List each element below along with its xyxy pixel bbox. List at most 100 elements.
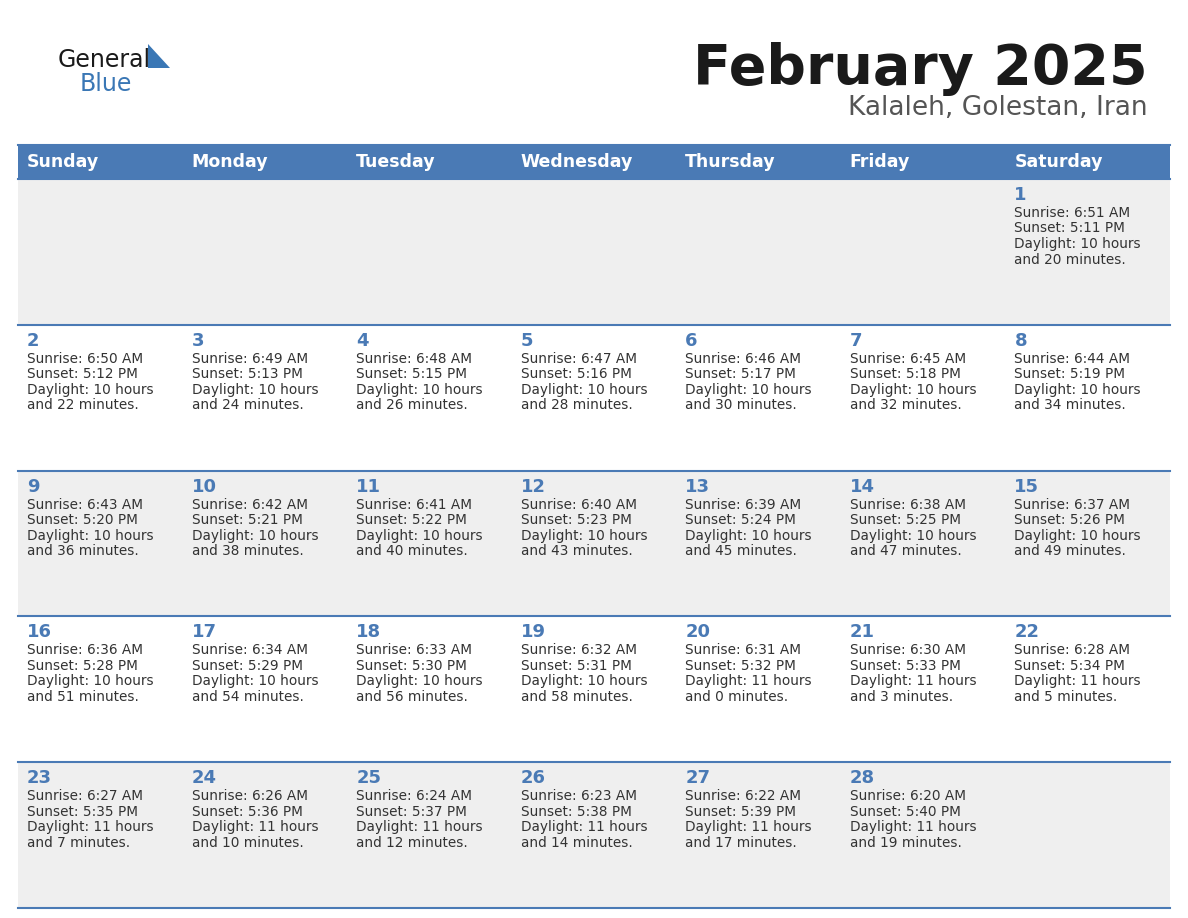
Text: and 10 minutes.: and 10 minutes.	[191, 835, 303, 850]
Text: Sunset: 5:15 PM: Sunset: 5:15 PM	[356, 367, 467, 381]
Text: 9: 9	[27, 477, 39, 496]
Text: Daylight: 10 hours: Daylight: 10 hours	[356, 675, 482, 688]
Text: Sunrise: 6:22 AM: Sunrise: 6:22 AM	[685, 789, 801, 803]
Text: Daylight: 11 hours: Daylight: 11 hours	[849, 675, 977, 688]
Text: Daylight: 11 hours: Daylight: 11 hours	[27, 820, 153, 834]
Text: Sunrise: 6:45 AM: Sunrise: 6:45 AM	[849, 352, 966, 365]
Text: Sunset: 5:35 PM: Sunset: 5:35 PM	[27, 805, 138, 819]
Text: Sunrise: 6:43 AM: Sunrise: 6:43 AM	[27, 498, 143, 511]
Bar	[841, 145, 1005, 179]
Text: 7: 7	[849, 331, 862, 350]
Text: 20: 20	[685, 623, 710, 642]
Text: 27: 27	[685, 769, 710, 788]
Text: 24: 24	[191, 769, 216, 788]
Text: and 40 minutes.: and 40 minutes.	[356, 544, 468, 558]
Text: Sunset: 5:29 PM: Sunset: 5:29 PM	[191, 659, 303, 673]
Text: and 47 minutes.: and 47 minutes.	[849, 544, 961, 558]
Text: Daylight: 11 hours: Daylight: 11 hours	[191, 820, 318, 834]
Text: Daylight: 10 hours: Daylight: 10 hours	[685, 529, 811, 543]
Text: Sunset: 5:36 PM: Sunset: 5:36 PM	[191, 805, 303, 819]
Text: 13: 13	[685, 477, 710, 496]
Text: Daylight: 10 hours: Daylight: 10 hours	[191, 529, 318, 543]
Text: Daylight: 11 hours: Daylight: 11 hours	[1015, 675, 1140, 688]
Text: Sunrise: 6:48 AM: Sunrise: 6:48 AM	[356, 352, 472, 365]
Text: Daylight: 10 hours: Daylight: 10 hours	[356, 383, 482, 397]
Text: Sunrise: 6:20 AM: Sunrise: 6:20 AM	[849, 789, 966, 803]
Text: Saturday: Saturday	[1015, 153, 1102, 171]
Text: and 5 minutes.: and 5 minutes.	[1015, 690, 1118, 704]
Bar	[18, 325, 1170, 471]
Text: and 3 minutes.: and 3 minutes.	[849, 690, 953, 704]
Text: Daylight: 10 hours: Daylight: 10 hours	[1015, 529, 1140, 543]
Text: Sunrise: 6:47 AM: Sunrise: 6:47 AM	[520, 352, 637, 365]
Text: Sunrise: 6:40 AM: Sunrise: 6:40 AM	[520, 498, 637, 511]
Text: Sunrise: 6:36 AM: Sunrise: 6:36 AM	[27, 644, 143, 657]
Text: Sunrise: 6:50 AM: Sunrise: 6:50 AM	[27, 352, 143, 365]
Text: and 24 minutes.: and 24 minutes.	[191, 398, 303, 412]
Text: and 38 minutes.: and 38 minutes.	[191, 544, 303, 558]
Text: Daylight: 10 hours: Daylight: 10 hours	[1015, 383, 1140, 397]
Text: Sunset: 5:21 PM: Sunset: 5:21 PM	[191, 513, 303, 527]
Text: Sunrise: 6:34 AM: Sunrise: 6:34 AM	[191, 644, 308, 657]
Bar	[18, 616, 1170, 762]
Text: Sunrise: 6:51 AM: Sunrise: 6:51 AM	[1015, 206, 1131, 220]
Text: Daylight: 10 hours: Daylight: 10 hours	[520, 529, 647, 543]
Text: Kalaleh, Golestan, Iran: Kalaleh, Golestan, Iran	[848, 95, 1148, 121]
Text: Thursday: Thursday	[685, 153, 776, 171]
Text: Sunrise: 6:44 AM: Sunrise: 6:44 AM	[1015, 352, 1131, 365]
Text: Daylight: 10 hours: Daylight: 10 hours	[191, 383, 318, 397]
Text: and 14 minutes.: and 14 minutes.	[520, 835, 632, 850]
Text: Daylight: 10 hours: Daylight: 10 hours	[27, 529, 153, 543]
Text: Sunrise: 6:23 AM: Sunrise: 6:23 AM	[520, 789, 637, 803]
Text: Sunrise: 6:42 AM: Sunrise: 6:42 AM	[191, 498, 308, 511]
Text: Sunrise: 6:28 AM: Sunrise: 6:28 AM	[1015, 644, 1131, 657]
Text: 2: 2	[27, 331, 39, 350]
Text: and 17 minutes.: and 17 minutes.	[685, 835, 797, 850]
Text: Sunrise: 6:41 AM: Sunrise: 6:41 AM	[356, 498, 472, 511]
Text: Sunday: Sunday	[27, 153, 100, 171]
Text: 17: 17	[191, 623, 216, 642]
Text: Tuesday: Tuesday	[356, 153, 436, 171]
Text: Daylight: 11 hours: Daylight: 11 hours	[685, 675, 811, 688]
Text: and 26 minutes.: and 26 minutes.	[356, 398, 468, 412]
Text: 21: 21	[849, 623, 874, 642]
Text: Sunset: 5:24 PM: Sunset: 5:24 PM	[685, 513, 796, 527]
Text: 6: 6	[685, 331, 697, 350]
Text: and 12 minutes.: and 12 minutes.	[356, 835, 468, 850]
Text: Sunrise: 6:33 AM: Sunrise: 6:33 AM	[356, 644, 472, 657]
Text: Sunset: 5:12 PM: Sunset: 5:12 PM	[27, 367, 138, 381]
Text: Sunrise: 6:26 AM: Sunrise: 6:26 AM	[191, 789, 308, 803]
Bar	[183, 145, 347, 179]
Text: Daylight: 10 hours: Daylight: 10 hours	[520, 675, 647, 688]
Text: and 7 minutes.: and 7 minutes.	[27, 835, 131, 850]
Text: Sunset: 5:18 PM: Sunset: 5:18 PM	[849, 367, 961, 381]
Text: 15: 15	[1015, 477, 1040, 496]
Text: Sunset: 5:38 PM: Sunset: 5:38 PM	[520, 805, 632, 819]
Bar	[18, 179, 1170, 325]
Text: 26: 26	[520, 769, 545, 788]
Text: and 49 minutes.: and 49 minutes.	[1015, 544, 1126, 558]
Text: 23: 23	[27, 769, 52, 788]
Text: and 30 minutes.: and 30 minutes.	[685, 398, 797, 412]
Text: and 45 minutes.: and 45 minutes.	[685, 544, 797, 558]
Text: Sunrise: 6:38 AM: Sunrise: 6:38 AM	[849, 498, 966, 511]
Bar	[18, 762, 1170, 908]
Text: Sunset: 5:28 PM: Sunset: 5:28 PM	[27, 659, 138, 673]
Text: and 36 minutes.: and 36 minutes.	[27, 544, 139, 558]
Text: 16: 16	[27, 623, 52, 642]
Text: Daylight: 10 hours: Daylight: 10 hours	[849, 383, 977, 397]
Text: 10: 10	[191, 477, 216, 496]
Text: Daylight: 10 hours: Daylight: 10 hours	[520, 383, 647, 397]
Text: Sunset: 5:32 PM: Sunset: 5:32 PM	[685, 659, 796, 673]
Text: Sunset: 5:31 PM: Sunset: 5:31 PM	[520, 659, 632, 673]
Text: Sunset: 5:17 PM: Sunset: 5:17 PM	[685, 367, 796, 381]
Text: Daylight: 11 hours: Daylight: 11 hours	[849, 820, 977, 834]
Bar	[676, 145, 841, 179]
Text: 19: 19	[520, 623, 545, 642]
Text: Sunset: 5:11 PM: Sunset: 5:11 PM	[1015, 221, 1125, 236]
Text: Sunrise: 6:39 AM: Sunrise: 6:39 AM	[685, 498, 802, 511]
Text: and 32 minutes.: and 32 minutes.	[849, 398, 961, 412]
Text: Sunrise: 6:37 AM: Sunrise: 6:37 AM	[1015, 498, 1131, 511]
Text: Sunset: 5:26 PM: Sunset: 5:26 PM	[1015, 513, 1125, 527]
Text: Wednesday: Wednesday	[520, 153, 633, 171]
